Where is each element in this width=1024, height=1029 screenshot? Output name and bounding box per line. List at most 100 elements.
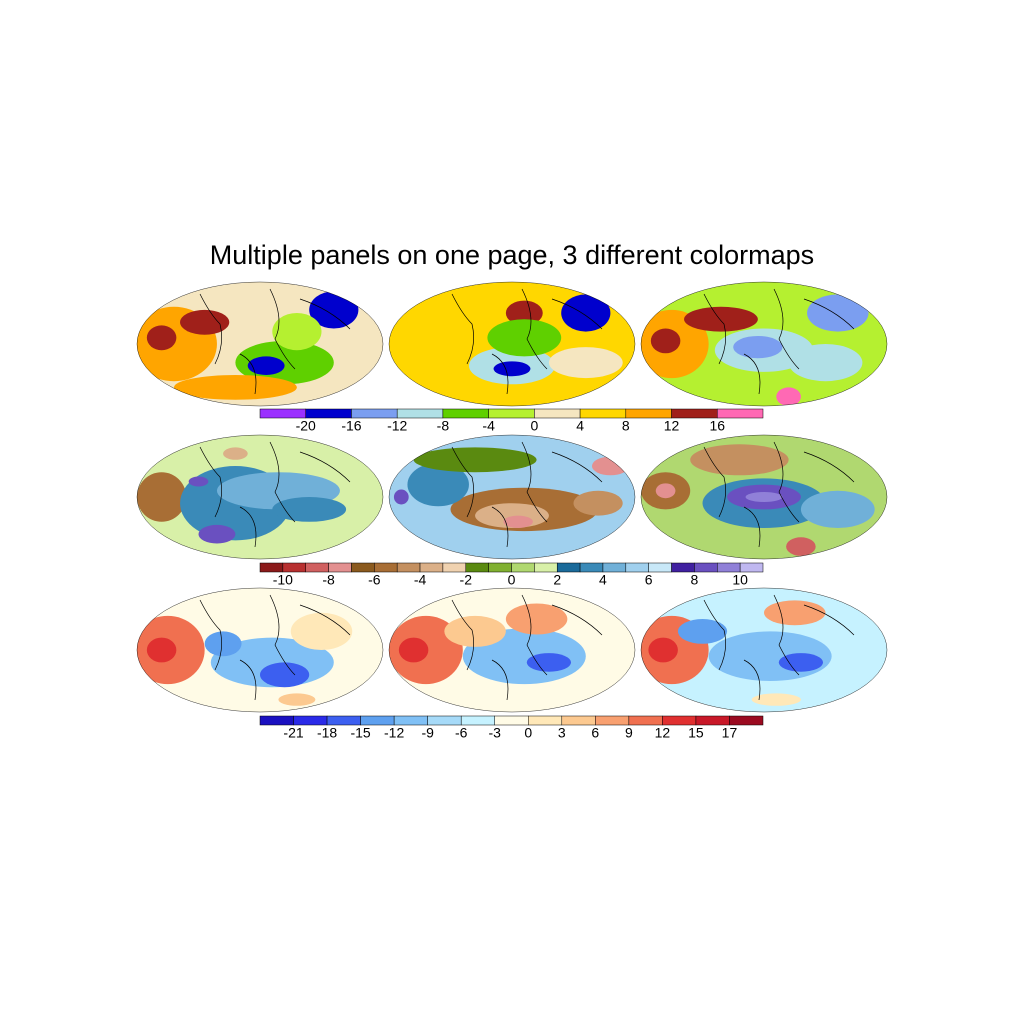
map-panel [641, 282, 887, 406]
colorbar-label: 12 [655, 725, 671, 741]
colorbar-box [662, 715, 697, 726]
colorbar-box [442, 408, 489, 419]
map-panel [137, 588, 383, 712]
figure-title: Multiple panels on one page, 3 different… [210, 240, 814, 270]
contour-region [137, 472, 187, 522]
coastline [451, 288, 603, 395]
contour-region [272, 497, 347, 522]
colorbar-label: 0 [530, 418, 538, 434]
colorbar-label: 6 [645, 572, 653, 588]
colorbar-label: 0 [524, 725, 532, 741]
map-panel [137, 282, 383, 406]
colorbar-box [360, 715, 395, 726]
contour-region [561, 294, 611, 332]
contour-region [198, 524, 236, 544]
contour-region [764, 600, 826, 626]
map-border [640, 587, 888, 713]
colorbar-label: -4 [414, 572, 427, 588]
colorbar-box [511, 562, 535, 573]
colorbar-box [442, 562, 467, 573]
contour-region [278, 693, 316, 706]
colorbar-box [351, 408, 398, 419]
coastline [703, 288, 855, 395]
colorbar-box [328, 562, 352, 573]
colorbar-label: -8 [322, 572, 335, 588]
contour-region [505, 603, 568, 635]
map-border [640, 281, 888, 407]
contour-region [180, 309, 230, 335]
colorbar-label: -8 [437, 418, 450, 434]
contour-region [778, 653, 824, 672]
colorbar-label: 6 [591, 725, 599, 741]
colorbar-label: -20 [296, 418, 316, 434]
colorbar-box [595, 715, 630, 726]
map-panel [389, 588, 635, 712]
contour-region [690, 444, 789, 476]
colorbar-label: -6 [455, 725, 468, 741]
map-border [136, 281, 384, 407]
coastline [199, 594, 351, 701]
contour-region [146, 325, 177, 351]
colorbar-box [259, 408, 306, 419]
colorbar-box [717, 408, 764, 419]
coastline [451, 441, 603, 548]
colorbar-box [396, 562, 421, 573]
contour-region [395, 313, 482, 375]
contour-region [788, 344, 863, 382]
contour-region [444, 615, 506, 647]
contour-region [393, 489, 409, 505]
colorbar-label: -9 [421, 725, 434, 741]
coastline [703, 441, 855, 548]
colorbar-label: 16 [709, 418, 725, 434]
contour-region [493, 361, 531, 377]
colorbar-label: 9 [625, 725, 633, 741]
colorbar-box [739, 562, 764, 573]
colorbar-box [534, 408, 581, 419]
colorbar-box [374, 562, 398, 573]
colorbar-box [579, 562, 604, 573]
colorbar-box [305, 408, 352, 419]
colorbar-label: -12 [384, 725, 404, 741]
colorbar-label: 4 [576, 418, 584, 434]
map-border [388, 434, 636, 560]
colorbar-box [534, 562, 558, 573]
colorbar-label: 8 [622, 418, 630, 434]
colorbar-box [488, 408, 535, 419]
coastline [451, 594, 603, 701]
colorbar-label: -2 [460, 572, 473, 588]
contour-region [487, 319, 562, 357]
map-panel [137, 435, 383, 559]
colorbar-label: -21 [283, 725, 303, 741]
colorbar-box [259, 715, 294, 726]
contour-region [776, 387, 801, 406]
contour-region [413, 447, 537, 473]
coastline [199, 288, 351, 395]
contour-region [505, 300, 543, 326]
colorbar-label: 12 [664, 418, 680, 434]
contour-region [573, 490, 623, 516]
colorbar-box [351, 562, 375, 573]
colorbar-box [326, 715, 361, 726]
colorbar-box [305, 562, 329, 573]
colorbar-box [427, 715, 462, 726]
map-panel [641, 435, 887, 559]
colorbar-label: -6 [368, 572, 381, 588]
contour-region [648, 637, 678, 663]
colorbar-label: 3 [558, 725, 566, 741]
contour-region [407, 462, 469, 507]
colorbar-box [561, 715, 596, 726]
contour-region [548, 347, 623, 379]
colorbar-box [259, 562, 284, 573]
contour-region [146, 637, 177, 663]
colorbar-box [465, 562, 489, 573]
colorbar-label: -16 [341, 418, 361, 434]
colorbar-box [579, 408, 627, 419]
map-border [640, 434, 888, 560]
contour-region [309, 291, 359, 329]
coastline [199, 441, 351, 548]
contour-region [526, 653, 572, 672]
colorbar-box [528, 715, 563, 726]
colorbar-box [556, 562, 581, 573]
contour-region [247, 356, 285, 376]
